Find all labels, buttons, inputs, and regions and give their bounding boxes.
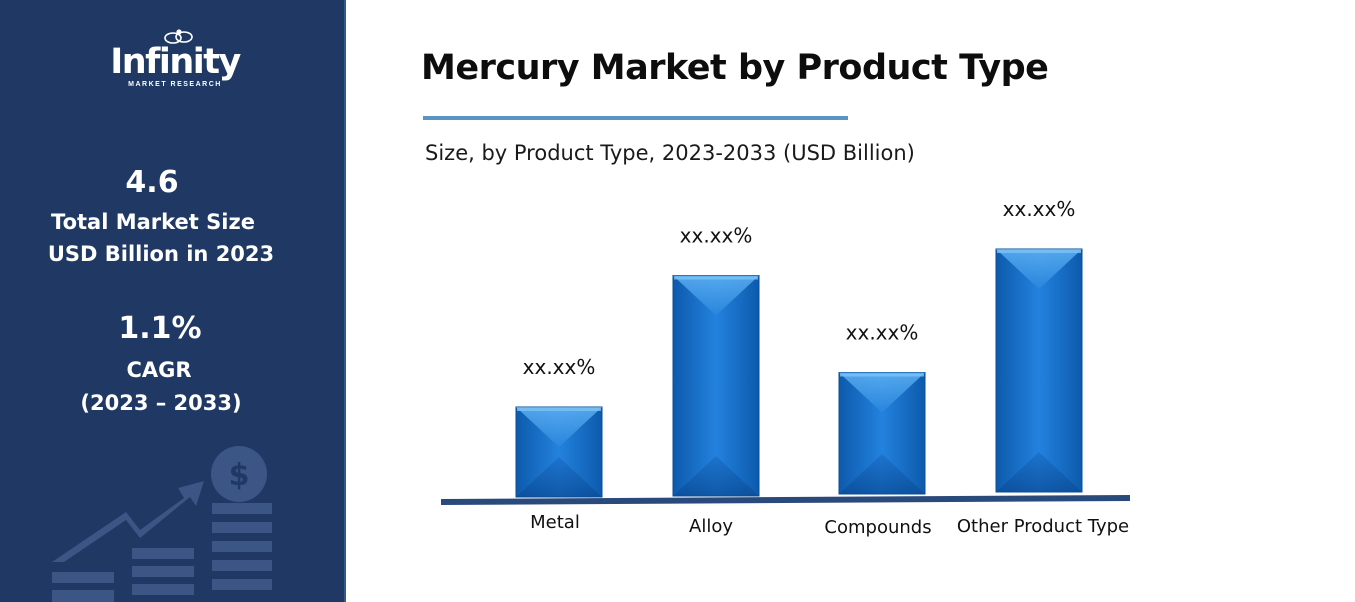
data-label: xx.xx% [1003, 197, 1076, 221]
market-size-unit-label: USD Billion in 2023 [47, 242, 275, 266]
growth-chart-dollar-icon: $ [52, 446, 272, 602]
bar-alloy [672, 275, 760, 497]
bar-other-product-type [995, 248, 1083, 493]
cagr-value: 1.1% [118, 311, 202, 346]
market-size-label: Total Market Size [51, 210, 255, 234]
sidebar-panel: Infinity MARKET RESEARCH 4.6 Total Marke… [0, 0, 346, 602]
x-tick-label: Compounds [824, 517, 931, 538]
data-label: xx.xx% [846, 321, 919, 345]
market-size-value: 4.6 [125, 165, 179, 200]
x-tick-label: Metal [530, 512, 580, 533]
x-tick-label: Alloy [689, 516, 733, 537]
data-label: xx.xx% [523, 355, 596, 379]
bar-compounds [838, 372, 926, 495]
brand-logo: Infinity MARKET RESEARCH [108, 28, 242, 92]
bar-metal [515, 406, 603, 498]
chart-subtitle: Size, by Product Type, 2023-2033 (USD Bi… [425, 141, 915, 165]
logo-swirl-icon [164, 29, 193, 44]
cagr-label: CAGR [126, 358, 192, 382]
cagr-period: (2023 – 2033) [80, 391, 242, 415]
x-axis-baseline [440, 495, 1131, 505]
brand-tagline: MARKET RESEARCH [128, 81, 222, 88]
brand-name: Infinity [110, 42, 241, 82]
title-underline [423, 116, 848, 120]
data-label: xx.xx% [680, 224, 753, 248]
chart-title: Mercury Market by Product Type [421, 48, 1049, 88]
svg-text:$: $ [229, 458, 250, 493]
x-tick-label: Other Product Type [957, 516, 1129, 537]
